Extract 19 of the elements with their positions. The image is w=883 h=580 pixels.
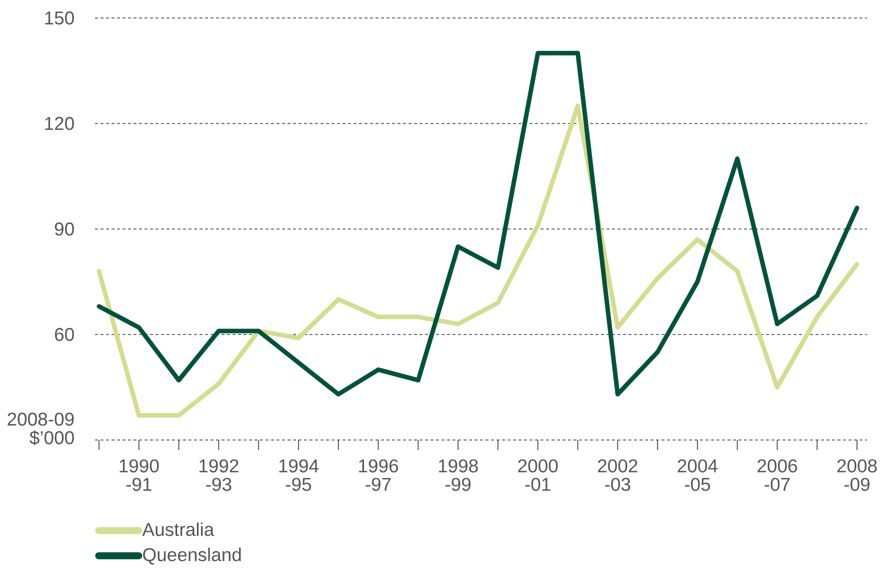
x-tick-label: 2004 -05 — [678, 459, 718, 491]
x-tick-label: 1992 -93 — [200, 459, 238, 491]
y-tick-label: 120 — [45, 116, 74, 130]
x-tick-label: 2008 -09 — [837, 459, 877, 491]
y-axis-title: 2008-09 $’000 — [8, 412, 74, 446]
y-tick-label: 60 — [55, 328, 74, 342]
x-tick-label: 1996 -97 — [359, 459, 398, 491]
legend-label: Queensland — [143, 548, 241, 565]
x-tick-label: 1990 -91 — [120, 459, 159, 491]
x-tick-label: 1994 -95 — [279, 459, 319, 491]
line-series — [96, 50, 860, 397]
x-tick-label: 2000 -01 — [518, 459, 558, 491]
line-series — [96, 104, 860, 418]
x-tick-label: 2002 -03 — [598, 459, 638, 491]
y-tick-label: 150 — [45, 11, 74, 25]
y-tick-label: 90 — [54, 222, 74, 236]
legend-label: Australia — [142, 522, 214, 536]
x-tick-label: 2006 -07 — [758, 459, 797, 491]
x-tick-label: 1998 -99 — [438, 459, 478, 491]
